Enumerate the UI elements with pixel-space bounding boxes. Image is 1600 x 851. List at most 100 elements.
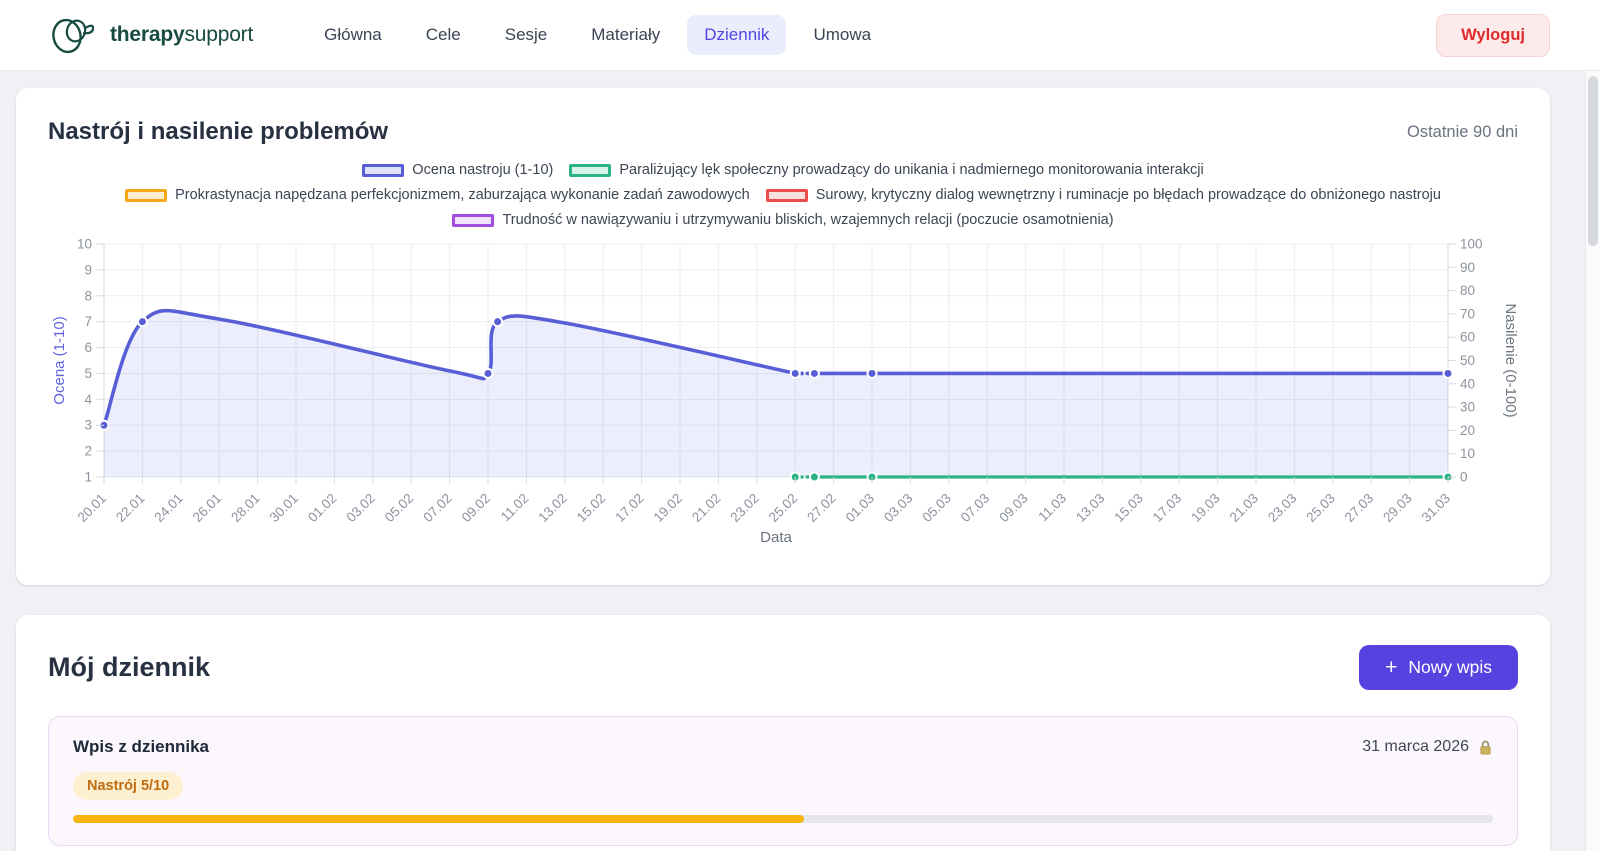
chart-title: Nastrój i nasilenie problemów: [48, 118, 388, 146]
svg-text:27.02: 27.02: [804, 491, 839, 526]
svg-text:13.03: 13.03: [1073, 491, 1108, 526]
svg-text:19.02: 19.02: [651, 491, 686, 526]
svg-text:23.03: 23.03: [1265, 491, 1300, 526]
svg-text:19.03: 19.03: [1188, 491, 1223, 526]
legend-item-procrastination[interactable]: Prokrastynacja napędzana perfekcjonizmem…: [125, 187, 750, 203]
chart-legend: Ocena nastroju (1-10) Paraliżujący lęk s…: [93, 162, 1473, 228]
svg-text:01.02: 01.02: [305, 491, 340, 526]
svg-text:28.01: 28.01: [228, 491, 263, 526]
entry-date: 31 marca 2026: [1362, 738, 1493, 756]
nav-item-materialy[interactable]: Materiały: [574, 15, 677, 55]
svg-text:15.02: 15.02: [574, 491, 609, 526]
nav-item-cele[interactable]: Cele: [409, 15, 478, 55]
svg-text:05.03: 05.03: [919, 491, 954, 526]
journal-title: Mój dziennik: [48, 652, 210, 683]
svg-text:80: 80: [1460, 283, 1475, 298]
entry-title: Wpis z dziennika: [73, 737, 209, 757]
svg-text:2: 2: [84, 444, 92, 459]
svg-text:Nasilenie (0-100): Nasilenie (0-100): [1502, 303, 1518, 417]
svg-text:07.02: 07.02: [420, 491, 455, 526]
svg-text:20: 20: [1460, 423, 1475, 438]
mood-badge: Nastrój 5/10: [73, 772, 183, 800]
svg-text:70: 70: [1460, 306, 1475, 321]
svg-text:25.02: 25.02: [766, 491, 801, 526]
svg-text:6: 6: [84, 340, 92, 355]
svg-text:3: 3: [84, 418, 92, 433]
scrollbar-thumb[interactable]: [1588, 76, 1598, 246]
legend-item-relationships[interactable]: Trudność w nawiązywaniu i utrzymywaniu b…: [452, 212, 1113, 228]
svg-text:10: 10: [1460, 446, 1475, 461]
mood-progress-track: [73, 815, 1493, 823]
legend-item-anxiety[interactable]: Paraliżujący lęk społeczny prowadzący do…: [569, 162, 1203, 178]
logo-icon: [48, 13, 100, 57]
nav-item-glowna[interactable]: Główna: [307, 15, 399, 55]
mood-severity-chart: 10987654321100908070605040302010020.0122…: [48, 238, 1518, 550]
legend-swatch-mood: [362, 164, 404, 177]
svg-text:10: 10: [77, 238, 92, 252]
svg-text:11.02: 11.02: [498, 491, 532, 525]
logout-button[interactable]: Wyloguj: [1436, 14, 1550, 57]
svg-text:1: 1: [84, 470, 92, 485]
legend-item-mood[interactable]: Ocena nastroju (1-10): [362, 162, 553, 178]
svg-text:03.02: 03.02: [343, 491, 378, 526]
svg-text:26.01: 26.01: [190, 491, 225, 526]
svg-text:60: 60: [1460, 330, 1475, 345]
lock-icon: [1478, 739, 1493, 756]
svg-text:25.03: 25.03: [1303, 491, 1338, 526]
mood-chart-card: Nastrój i nasilenie problemów Ostatnie 9…: [16, 88, 1550, 585]
svg-text:100: 100: [1460, 238, 1483, 252]
svg-text:24.01: 24.01: [151, 491, 186, 526]
svg-text:15.03: 15.03: [1111, 491, 1146, 526]
legend-swatch-self-criticism: [766, 189, 808, 202]
nav-item-sesje[interactable]: Sesje: [488, 15, 565, 55]
range-label: Ostatnie 90 dni: [1407, 123, 1518, 142]
svg-text:09.03: 09.03: [996, 491, 1031, 526]
journal-card: Mój dziennik + Nowy wpis Wpis z dziennik…: [16, 615, 1550, 851]
svg-text:09.02: 09.02: [459, 491, 494, 526]
svg-text:20.01: 20.01: [75, 491, 110, 526]
svg-text:23.02: 23.02: [727, 491, 762, 526]
svg-text:8: 8: [84, 288, 92, 303]
svg-text:13.02: 13.02: [535, 491, 570, 526]
mood-progress-fill: [73, 815, 804, 823]
svg-text:7: 7: [84, 314, 92, 329]
scrollbar[interactable]: [1585, 0, 1600, 851]
svg-text:31.03: 31.03: [1419, 491, 1454, 526]
svg-text:11.03: 11.03: [1035, 491, 1069, 525]
svg-text:0: 0: [1460, 470, 1468, 485]
new-entry-button[interactable]: + Nowy wpis: [1359, 645, 1518, 690]
journal-entry-card[interactable]: Wpis z dziennika 31 marca 2026 Nastrój 5…: [48, 716, 1518, 846]
svg-text:50: 50: [1460, 353, 1475, 368]
plus-icon: +: [1385, 657, 1397, 678]
svg-text:07.03: 07.03: [958, 491, 993, 526]
nav-item-umowa[interactable]: Umowa: [796, 15, 888, 55]
page-content: Nastrój i nasilenie problemów Ostatnie 9…: [0, 71, 1600, 851]
svg-text:27.03: 27.03: [1342, 491, 1377, 526]
legend-item-self-criticism[interactable]: Surowy, krytyczny dialog wewnętrzny i ru…: [766, 187, 1441, 203]
svg-text:21.03: 21.03: [1227, 491, 1262, 526]
svg-text:17.03: 17.03: [1150, 491, 1185, 526]
svg-text:Data: Data: [760, 529, 792, 546]
svg-text:01.03: 01.03: [843, 491, 878, 526]
svg-text:17.02: 17.02: [612, 491, 647, 526]
svg-text:5: 5: [84, 366, 92, 381]
nav-item-dziennik[interactable]: Dziennik: [687, 15, 786, 55]
svg-text:4: 4: [84, 392, 92, 407]
app-logo[interactable]: therapysupport: [48, 13, 253, 57]
svg-text:90: 90: [1460, 260, 1475, 275]
legend-swatch-relationships: [452, 214, 494, 227]
svg-text:30.01: 30.01: [267, 491, 302, 526]
logo-text: therapysupport: [110, 23, 253, 47]
svg-text:Ocena (1-10): Ocena (1-10): [51, 316, 68, 404]
svg-text:40: 40: [1460, 376, 1475, 391]
top-header: therapysupport Główna Cele Sesje Materia…: [0, 0, 1600, 71]
legend-swatch-anxiety: [569, 164, 611, 177]
svg-text:21.02: 21.02: [689, 491, 724, 526]
main-nav: Główna Cele Sesje Materiały Dziennik Umo…: [307, 15, 1436, 55]
legend-swatch-procrastination: [125, 189, 167, 202]
svg-text:30: 30: [1460, 400, 1475, 415]
svg-text:29.03: 29.03: [1380, 491, 1415, 526]
svg-text:9: 9: [84, 262, 92, 277]
svg-text:03.03: 03.03: [881, 491, 916, 526]
svg-text:05.02: 05.02: [382, 491, 417, 526]
